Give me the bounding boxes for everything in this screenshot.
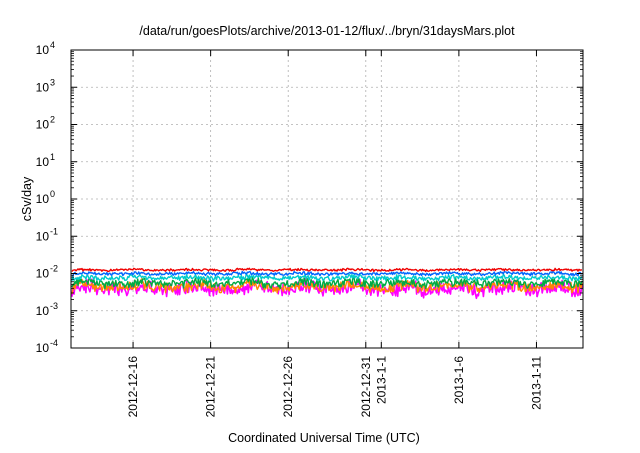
y-tick-label: 10 — [36, 118, 50, 132]
y-tick-exponent: 3 — [50, 77, 55, 87]
y-tick-label: 10 — [36, 341, 50, 355]
x-tick-label: 2012-12-31 — [359, 356, 373, 418]
x-tick-label: 2012-12-26 — [281, 356, 295, 418]
series-layer — [71, 267, 583, 300]
y-tick-exponent: -4 — [50, 338, 58, 348]
series-line — [71, 276, 583, 290]
y-tick-label: 10 — [36, 304, 50, 318]
x-tick-label: 2012-12-21 — [204, 356, 218, 418]
y-axis-label: cSv/day — [20, 176, 34, 221]
x-axis-label: Coordinated Universal Time (UTC) — [228, 431, 420, 445]
y-tick-exponent: 2 — [50, 115, 55, 125]
y-tick-exponent: 0 — [50, 189, 55, 199]
x-tick-label: 2013-1-6 — [452, 356, 466, 404]
y-tick-exponent: 1 — [50, 152, 55, 162]
y-tick-label: 10 — [36, 155, 50, 169]
x-tick-label: 2013-1-1 — [374, 356, 388, 404]
y-tick-label: 10 — [36, 192, 50, 206]
series-line — [71, 270, 583, 277]
series-line — [71, 267, 582, 273]
y-tick-label: 10 — [36, 43, 50, 57]
grid — [71, 50, 583, 348]
chart-title: /data/run/goesPlots/archive/2013-01-12/f… — [139, 24, 515, 38]
y-tick-exponent: -3 — [50, 301, 58, 311]
y-tick-exponent: 4 — [50, 40, 55, 50]
y-tick-exponent: -2 — [50, 264, 58, 274]
x-tick-label: 2012-12-16 — [126, 356, 140, 418]
y-tick-exponent: -1 — [50, 226, 58, 236]
x-tick-label: 2013-1-11 — [529, 356, 543, 410]
y-tick-label: 10 — [36, 267, 50, 281]
y-tick-label: 10 — [36, 229, 50, 243]
y-tick-label: 10 — [36, 80, 50, 94]
series-line — [71, 273, 583, 282]
